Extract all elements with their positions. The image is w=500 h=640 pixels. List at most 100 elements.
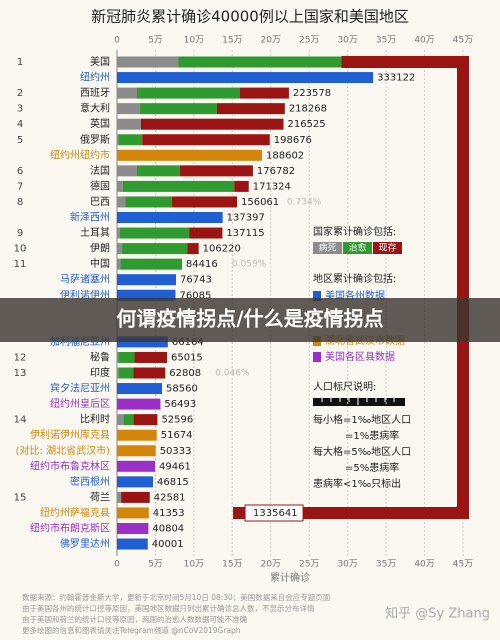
share-note: 0.046% — [215, 369, 250, 379]
rank: 4 — [17, 119, 23, 130]
x-tick-label: 20万 — [261, 560, 281, 570]
bar — [117, 274, 177, 286]
value-label: 50333 — [160, 446, 192, 457]
row-label: 德国 — [90, 179, 110, 192]
bar-segment — [117, 196, 126, 208]
rank: 7 — [17, 181, 23, 192]
bar-segment — [117, 118, 141, 130]
bar-segment — [142, 134, 270, 146]
bar-segment — [117, 367, 119, 379]
bar-segment — [172, 196, 237, 208]
rows: 0 0 5万 5万 10万 10万 15万 15万 20万 20万 25万 25万 30万 30万 35万 3… — [14, 36, 490, 636]
legend-swatch — [313, 242, 342, 254]
bar-segment — [117, 414, 124, 426]
row-label: 中国 — [90, 257, 110, 270]
row-label: 马萨诸塞州 — [60, 273, 110, 286]
x-tick-label: 30万 — [337, 36, 357, 46]
value-label: 41353 — [153, 508, 185, 519]
legend-swatch — [343, 242, 372, 254]
chart-title: 新冠肺炎累计确诊40000例以上国家和美国地区 — [91, 8, 409, 26]
legend-title: 国家累计确诊包括: — [313, 225, 396, 238]
row-label: 纽约市布鲁克林区 — [30, 459, 110, 472]
bar-segment — [136, 165, 181, 177]
row-label: 印度 — [90, 366, 110, 379]
value-label: 58560 — [166, 384, 198, 395]
value-label: 198676 — [274, 135, 312, 146]
row-label: 密西根州 — [70, 475, 110, 488]
row-label: 俄罗斯 — [80, 133, 110, 146]
ruler-note: =1%患病率 — [345, 429, 399, 442]
row-label: 西班牙 — [80, 87, 110, 99]
bar — [117, 429, 157, 441]
value-label: 218268 — [289, 104, 327, 115]
x-tick-label: 35万 — [376, 36, 396, 46]
bar — [117, 445, 156, 457]
row-label: 佛罗里达州 — [60, 537, 110, 550]
x-tick-label: 10万 — [184, 36, 204, 46]
bar — [117, 289, 176, 301]
value-label: 46815 — [157, 477, 189, 488]
rank: 10 — [14, 244, 27, 255]
value-label: 156061 — [241, 197, 279, 208]
footer-note: 更多绘图的信息和图表请关注Telegram频道 @nCoV2019Graph — [22, 625, 241, 635]
bar-segment — [117, 351, 119, 363]
row-label: 纽约州皇后区 — [50, 397, 110, 410]
bar-segment — [117, 165, 137, 177]
x-tick-label: 30万 — [337, 560, 357, 570]
bar — [117, 383, 163, 395]
x-tick-label: 5万 — [148, 36, 163, 46]
x-tick-label: 35万 — [376, 560, 396, 570]
x-tick-label: 40万 — [414, 36, 434, 46]
bar-segment — [234, 180, 249, 192]
bar-segment — [118, 134, 143, 146]
rank: 8 — [17, 197, 23, 208]
share-note: 0.059% — [232, 260, 267, 270]
bar — [117, 72, 374, 84]
value-label: 51674 — [161, 430, 193, 441]
legend-label: 治愈 — [348, 242, 366, 254]
legend-title: 地区累计确诊包括: — [313, 272, 396, 285]
bar — [117, 476, 153, 488]
bar — [117, 398, 161, 410]
rank: 9 — [17, 228, 23, 239]
bar-segment — [122, 180, 235, 192]
bar-segment — [122, 243, 188, 255]
x-tick-label: 15万 — [222, 560, 242, 570]
rank: 5 — [17, 135, 23, 146]
value-label: 216525 — [287, 119, 325, 130]
row-label: 法国 — [90, 164, 110, 177]
bar-segment — [125, 196, 173, 208]
legend-swatch — [373, 242, 402, 254]
bar — [117, 507, 149, 519]
bar-segment — [181, 258, 182, 270]
bar-segment — [180, 165, 253, 177]
value-label: 76085 — [180, 290, 212, 301]
bar-segment — [117, 491, 122, 503]
watermark: 知乎 @Sy Zhang — [385, 606, 490, 622]
x-tick-label: 0 — [114, 36, 120, 46]
bar-segment — [121, 491, 150, 503]
bar-segment — [117, 243, 123, 255]
x-tick-label: 25万 — [299, 36, 319, 46]
bar — [117, 538, 148, 550]
rank: 11 — [14, 259, 27, 270]
bar-segment — [117, 227, 120, 239]
footer-note: 由于美国各州的统计口径等原因，美国地区数据只列出累计确诊总人数，不显示分布详情 — [22, 603, 315, 613]
row-label: 纽约州萨福克县 — [40, 506, 110, 519]
ruler-note: =5%患病率 — [345, 461, 399, 474]
value-label: 176782 — [257, 166, 295, 177]
x-tick-label: 40万 — [414, 560, 434, 570]
x-tick-label: 0 — [114, 560, 120, 570]
bar-segment — [216, 103, 285, 115]
value-label: 62808 — [169, 368, 201, 379]
row-label: 比利时 — [80, 414, 110, 426]
value-label: 106220 — [203, 244, 241, 255]
overlay-title: 何谓疫情拐点/什么是疫情拐点 — [116, 307, 383, 331]
footer-note: 由于美国和荷兰的统计口径等原因，两国的治愈人数数据可能不准确 — [22, 614, 247, 624]
x-tick-label: 20万 — [261, 36, 281, 46]
row-label: 新泽西州 — [70, 211, 110, 224]
value-label: 52596 — [161, 415, 193, 426]
bar-segment — [123, 414, 134, 426]
row-label: 英国 — [90, 117, 110, 130]
